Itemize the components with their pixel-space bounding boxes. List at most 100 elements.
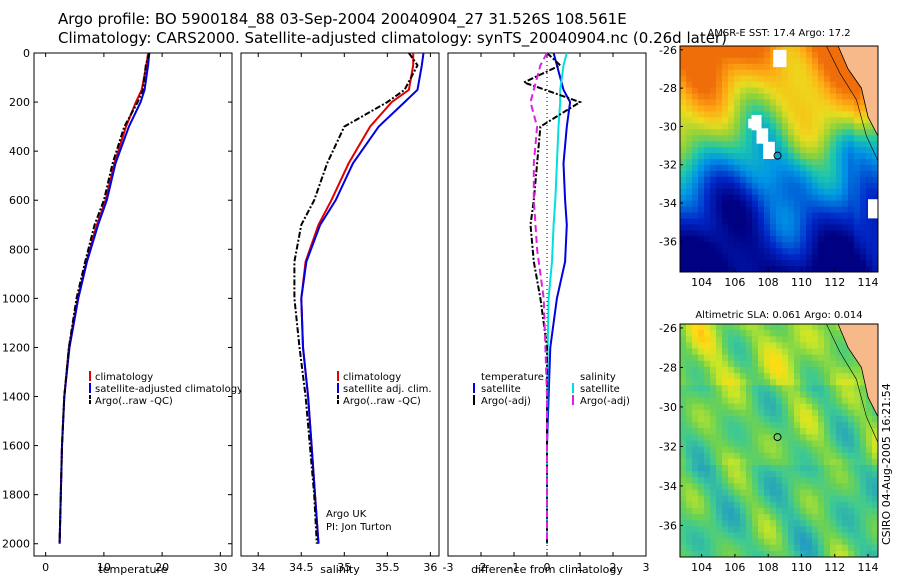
heatmap-cell [842, 379, 849, 386]
heatmap-cell [806, 164, 813, 172]
panel-salinity: 34 34.5 35 35.5 36salinityclimatologysatelli… [240, 52, 440, 576]
heatmap-cell [770, 248, 777, 255]
heatmap-cell [812, 153, 819, 160]
heatmap-cell [776, 373, 783, 380]
heatmap-cell [728, 550, 735, 557]
heatmap-cell [686, 123, 693, 130]
heatmap-cell [860, 111, 867, 118]
heatmap-cell [830, 526, 837, 533]
heatmap-cell [722, 550, 729, 557]
heatmap-cell [818, 170, 825, 178]
heatmap-cell [824, 422, 831, 429]
heatmap-cell [830, 63, 837, 71]
heatmap-cell [824, 391, 831, 399]
heatmap-cell [746, 422, 753, 429]
heatmap-cell [782, 465, 789, 472]
heatmap-cell [716, 87, 723, 95]
heatmap-cell [782, 111, 789, 118]
heatmap-cell [788, 458, 795, 466]
heatmap-cell [842, 544, 849, 552]
heatmap-cell [788, 489, 795, 497]
heatmap-cell [776, 224, 783, 231]
heatmap-cell [704, 99, 711, 106]
heatmap-cell [812, 93, 819, 101]
heatmap-cell [794, 194, 801, 202]
heatmap-cell [716, 218, 723, 225]
heatmap-cell [860, 224, 867, 231]
heatmap-cell [824, 170, 831, 178]
heatmap-cell [704, 206, 711, 214]
heatmap-cell [830, 483, 837, 491]
heatmap-cell [770, 230, 777, 237]
heatmap-cell [764, 99, 771, 106]
heatmap-cell [788, 422, 795, 429]
heatmap-cell [830, 224, 837, 231]
heatmap-cell [740, 550, 747, 557]
heatmap-cell [806, 69, 813, 77]
heatmap-cell [680, 501, 687, 509]
heatmap-cell [686, 105, 693, 112]
heatmap-cell [830, 422, 837, 429]
heatmap-cell [812, 409, 819, 417]
heatmap-cell [776, 324, 783, 331]
heatmap-cell [680, 248, 687, 255]
heatmap-cell [818, 416, 825, 423]
heatmap-cell [866, 248, 873, 255]
heatmap-cell [680, 230, 687, 237]
heatmap-cell [722, 385, 729, 392]
heatmap-cell [686, 550, 693, 557]
heatmap-cell [842, 69, 849, 77]
heatmap-cell [788, 379, 795, 386]
heatmap-cell [770, 477, 777, 484]
heatmap-cell [764, 266, 771, 272]
heatmap-cell [734, 550, 741, 557]
heatmap-cell [722, 57, 729, 65]
heatmap-cell [680, 105, 687, 112]
heatmap-cell [854, 111, 861, 118]
heatmap-cell [716, 495, 723, 503]
heatmap-cell [752, 550, 759, 557]
heatmap-cell [698, 81, 705, 89]
heatmap-cell [770, 224, 777, 231]
heatmap-cell [704, 373, 711, 380]
heatmap-cell [746, 260, 753, 267]
heatmap-cell [782, 446, 789, 454]
heatmap-cell [782, 212, 789, 219]
heatmap-cell [734, 170, 741, 178]
map-title: Altimetric SLA: 0.061 Argo: 0.014 [695, 310, 862, 321]
x-tick-label: -2 [476, 561, 487, 574]
heatmap-cell [860, 489, 867, 497]
heatmap-cell [794, 366, 801, 374]
heatmap-cell [746, 391, 753, 399]
heatmap-cell [770, 206, 777, 214]
heatmap-cell [722, 330, 729, 337]
heatmap-cell [710, 324, 717, 331]
heatmap-cell [698, 230, 705, 237]
heatmap-cell [710, 544, 717, 552]
heatmap-cell [764, 242, 771, 249]
heatmap-cell [716, 236, 723, 243]
heatmap-cell [722, 46, 729, 53]
heatmap-cell [698, 397, 705, 405]
heatmap-cell [806, 379, 813, 386]
heatmap-cell [812, 428, 819, 435]
panel-temperature: 0 10 20 30020040060080010001200140016001800… [2, 47, 243, 576]
heatmap-cell [722, 188, 729, 196]
heatmap-cell [752, 422, 759, 429]
heatmap-cell [686, 428, 693, 435]
heatmap-cell [710, 379, 717, 386]
heatmap-cell [842, 397, 849, 405]
heatmap-cell [686, 397, 693, 405]
heatmap-cell [704, 236, 711, 243]
heatmap-cell [728, 471, 735, 478]
heatmap-cell [746, 501, 753, 509]
heatmap-cell [710, 170, 717, 178]
heatmap-cell [770, 458, 777, 466]
isobath-line [826, 324, 878, 443]
heatmap-cell [710, 342, 717, 350]
heatmap-cell [812, 105, 819, 112]
heatmap-cell [716, 51, 723, 59]
heatmap-cell [704, 46, 711, 53]
heatmap-cell [788, 99, 795, 106]
